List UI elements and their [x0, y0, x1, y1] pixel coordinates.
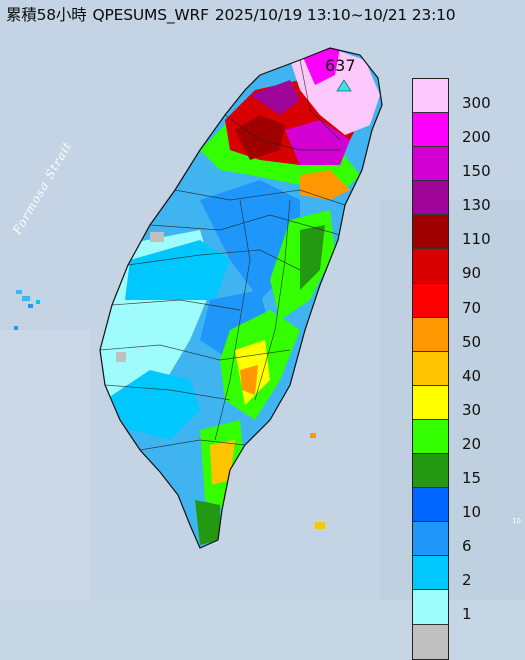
legend-item: 20: [462, 419, 522, 453]
penghu-islands: [14, 290, 40, 330]
legend-swatch: [413, 351, 448, 386]
legend-swatch: [413, 249, 448, 284]
legend-label: 150: [462, 162, 491, 181]
legend-label: 20: [462, 434, 482, 453]
map-title: 累積58小時 QPESUMS_WRF 2025/10/19 13:10~10/21 …: [6, 3, 461, 25]
title-product: QPESUMS_WRF: [92, 6, 210, 24]
legend-label: 30: [462, 400, 482, 419]
legend-swatch: [413, 488, 448, 523]
legend-swatch: [413, 419, 448, 455]
color-legend: [412, 78, 449, 660]
legend-label: 50: [462, 332, 482, 351]
legend-item: 40: [462, 351, 522, 385]
green-island: [310, 433, 316, 438]
legend-item: 70: [462, 283, 522, 317]
legend-swatch: [413, 283, 448, 318]
legend-item: 130: [462, 180, 522, 214]
legend-swatch: [413, 385, 448, 420]
legend-swatch: [413, 79, 448, 114]
legend-item: 300: [462, 78, 522, 112]
legend-item: 110: [462, 214, 522, 248]
legend-label: 130: [462, 196, 491, 215]
corner-note: 10: [512, 517, 521, 525]
legend-labels: 300 200 150 130 110 90 70 50 40 30 20 15 10 6 2 1: [462, 78, 522, 658]
legend-item: 150: [462, 146, 522, 180]
legend-swatch: [413, 522, 448, 557]
legend-label: 300: [462, 94, 491, 112]
legend-item: 15: [462, 453, 522, 487]
legend-swatch: [413, 556, 448, 591]
legend-swatch: [413, 181, 448, 216]
legend-item: 1: [462, 589, 522, 623]
legend-label: 40: [462, 366, 482, 385]
legend-label: 10: [462, 503, 482, 522]
legend-label: 2: [462, 571, 472, 590]
legend-item: [462, 624, 522, 658]
title-period: 2025/10/19 13:10~10/21 23:10: [214, 6, 456, 24]
legend-item: 30: [462, 385, 522, 419]
orchid-island: [315, 522, 325, 529]
legend-item: 2: [462, 555, 522, 589]
legend-swatch: [413, 590, 448, 625]
legend-item: 90: [462, 248, 522, 282]
legend-swatch: [413, 215, 448, 250]
title-accumulation: 累積58小時: [6, 6, 87, 24]
legend-swatch: [413, 454, 448, 489]
legend-swatch: [413, 317, 448, 352]
legend-item: 200: [462, 112, 522, 146]
legend-swatch: [413, 113, 448, 148]
legend-label: 6: [462, 537, 472, 556]
legend-item: 6: [462, 521, 522, 555]
legend-swatch: [413, 147, 448, 182]
legend-item: 10: [462, 487, 522, 521]
legend-label: 200: [462, 128, 491, 147]
legend-label: 15: [462, 469, 482, 488]
legend-swatch: [413, 624, 448, 659]
legend-label: 1: [462, 605, 472, 624]
legend-label: 70: [462, 298, 482, 317]
max-rainfall-marker-icon: [336, 79, 352, 92]
legend-item: 50: [462, 317, 522, 351]
max-rainfall-value: 637: [325, 56, 356, 75]
legend-label: 90: [462, 264, 482, 283]
legend-label: 110: [462, 230, 491, 249]
